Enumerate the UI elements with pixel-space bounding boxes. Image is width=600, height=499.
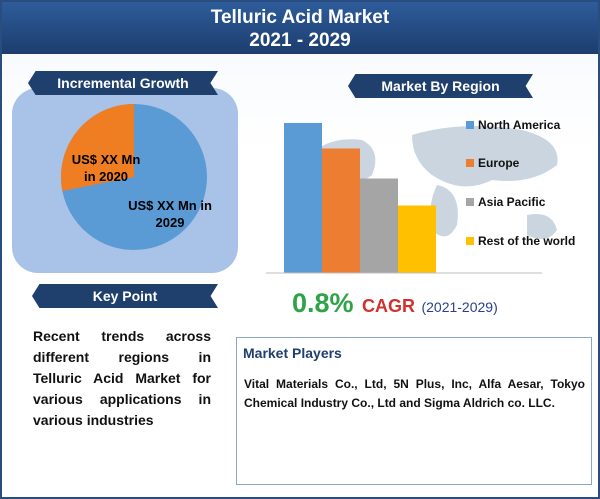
bar-europe bbox=[322, 148, 360, 273]
bar-asia-pacific bbox=[360, 178, 398, 273]
bar-north-america bbox=[284, 123, 322, 273]
cagr-display: 0.8% CAGR (2021-2029) bbox=[292, 288, 498, 319]
market-players-title: Market Players bbox=[243, 345, 342, 361]
legend-item-north-america: North America bbox=[466, 118, 560, 132]
region-bar-chart bbox=[266, 123, 558, 274]
legend-label: North America bbox=[478, 118, 561, 132]
legend-label: Asia Pacific bbox=[478, 195, 546, 209]
legend-item-europe: Europe bbox=[466, 156, 519, 170]
cagr-years: (2021-2029) bbox=[421, 299, 498, 315]
key-point-title: Key Point bbox=[92, 288, 158, 304]
incremental-growth-title: Incremental Growth bbox=[57, 75, 189, 91]
legend-item-asia-pacific: Asia Pacific bbox=[466, 195, 545, 209]
legend-swatch bbox=[466, 159, 474, 167]
cagr-value: 0.8% bbox=[292, 288, 354, 318]
legend-label: Europe bbox=[478, 156, 520, 170]
legend-swatch bbox=[466, 198, 474, 206]
market-players-text: Vital Materials Co., Ltd, 5N Plus, Inc, … bbox=[244, 377, 585, 410]
market-by-region-title: Market By Region bbox=[381, 78, 500, 94]
market-players-box bbox=[236, 337, 592, 485]
bar-rest-of-the-world bbox=[398, 205, 436, 273]
pie-label-2020: US$ XX Mn in 2020 bbox=[71, 152, 141, 184]
incremental-growth-banner: Incremental Growth bbox=[28, 71, 218, 95]
pie-label-2029: US$ XX Mn in 2029 bbox=[128, 198, 212, 230]
legend-swatch bbox=[466, 237, 474, 245]
key-point-text: Recent trends across different regions i… bbox=[33, 328, 211, 428]
legend-swatch bbox=[466, 121, 474, 129]
legend-label: Rest of the world bbox=[478, 234, 576, 248]
market-by-region-banner: Market By Region bbox=[348, 74, 533, 98]
legend-item-rest-of-world: Rest of the world bbox=[466, 234, 575, 248]
pie-slice-2020 bbox=[60, 103, 134, 191]
title-line-1: Telluric Acid Market bbox=[210, 7, 390, 28]
key-point-banner: Key Point bbox=[32, 284, 218, 308]
title-line-2: 2021 - 2029 bbox=[249, 30, 351, 51]
incremental-growth-pie bbox=[60, 103, 207, 250]
page-title: Telluric Acid Market 2021 - 2029 bbox=[2, 2, 598, 54]
cagr-label: CAGR bbox=[362, 296, 415, 316]
